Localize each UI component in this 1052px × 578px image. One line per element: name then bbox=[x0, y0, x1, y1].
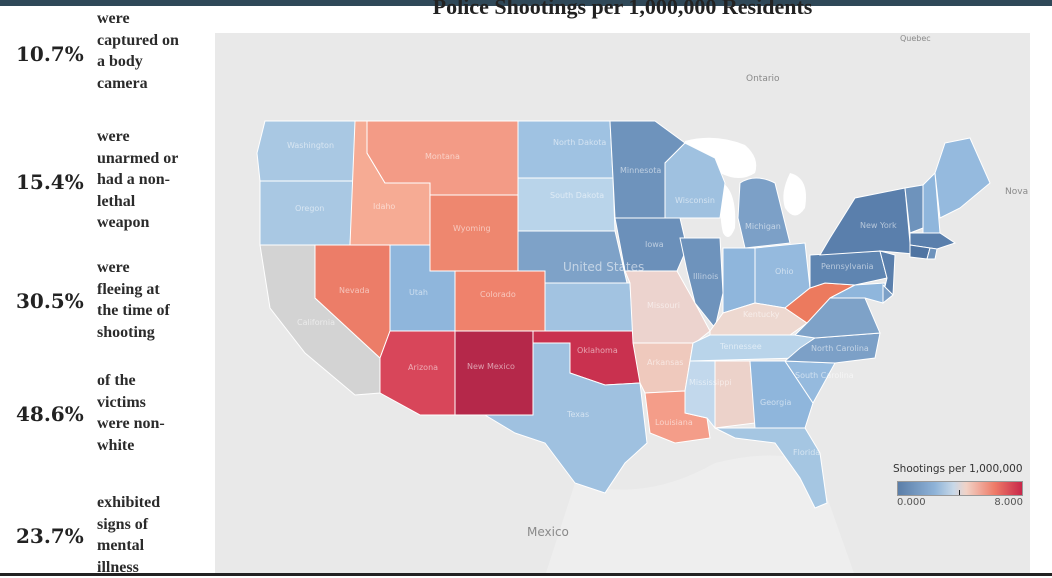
stat-description: exhibited signs of mental illness bbox=[97, 492, 215, 578]
stat-line: signs of bbox=[97, 514, 215, 536]
map-label-nova: Nova bbox=[1005, 187, 1028, 197]
state-label-mississippi: Mississippi bbox=[689, 378, 732, 387]
stat-line: had a non- bbox=[97, 169, 215, 191]
state-label-california: California bbox=[297, 318, 335, 327]
state-label-minnesota: Minnesota bbox=[620, 166, 661, 175]
state-label-nevada: Nevada bbox=[339, 286, 370, 295]
state-label-kentucky: Kentucky bbox=[743, 310, 780, 319]
map-label-quebec: Quebec bbox=[900, 34, 931, 43]
state-label-oregon: Oregon bbox=[295, 204, 324, 213]
state-label-washington: Washington bbox=[287, 141, 334, 150]
state-label-wisconsin: Wisconsin bbox=[675, 196, 715, 205]
state-label-south-carolina: South Carolina bbox=[795, 371, 854, 380]
state-label-georgia: Georgia bbox=[760, 398, 791, 407]
stat-percent: 15.4% bbox=[16, 170, 84, 194]
stat-line: victims bbox=[97, 392, 215, 414]
stat-line: unarmed or bbox=[97, 148, 215, 170]
legend-max-label: 8.000 bbox=[994, 497, 1023, 508]
state-label-florida: Florida bbox=[793, 448, 820, 457]
stat-line: mental bbox=[97, 535, 215, 557]
stat-line: shooting bbox=[97, 322, 215, 344]
stat-percent: 10.7% bbox=[16, 42, 84, 66]
state-label-arkansas: Arkansas bbox=[647, 358, 683, 367]
state-colorado[interactable] bbox=[455, 271, 545, 331]
state-label-idaho: Idaho bbox=[373, 202, 395, 211]
state-label-montana: Montana bbox=[425, 152, 460, 161]
stat-line: were bbox=[97, 8, 215, 30]
state-connecticut[interactable] bbox=[910, 245, 930, 259]
state-label-iowa: Iowa bbox=[645, 240, 664, 249]
state-alabama[interactable] bbox=[715, 361, 755, 428]
state-label-new-mexico: New Mexico bbox=[467, 362, 515, 371]
state-wyoming[interactable] bbox=[430, 195, 518, 271]
state-label-colorado: Colorado bbox=[480, 290, 516, 299]
map-title: Police Shootings per 1,000,000 Residents bbox=[215, 0, 1030, 20]
stat-description: of the victims were non- white bbox=[97, 370, 215, 456]
state-oregon[interactable] bbox=[260, 181, 355, 245]
state-washington[interactable] bbox=[257, 121, 355, 181]
stat-line: lethal bbox=[97, 191, 215, 213]
stat-line: fleeing at bbox=[97, 279, 215, 301]
stat-line: camera bbox=[97, 73, 215, 95]
stat-line: exhibited bbox=[97, 492, 215, 514]
map-label-mexico: Mexico bbox=[527, 525, 569, 539]
state-label-louisiana: Louisiana bbox=[655, 418, 693, 427]
state-label-oklahoma: Oklahoma bbox=[577, 346, 618, 355]
map-label-ontario: Ontario bbox=[746, 74, 780, 84]
state-label-ohio: Ohio bbox=[775, 267, 794, 276]
state-label-south-dakota: South Dakota bbox=[550, 191, 604, 200]
state-label-new-york: New York bbox=[860, 221, 897, 230]
state-label-utah: Utah bbox=[409, 288, 428, 297]
stat-line: weapon bbox=[97, 212, 215, 234]
stat-description: were unarmed or had a non- lethal weapon bbox=[97, 126, 215, 234]
stat-line: white bbox=[97, 435, 215, 457]
state-label-tennessee: Tennessee bbox=[719, 342, 762, 351]
stat-line: were bbox=[97, 257, 215, 279]
map-label-united-states: United States bbox=[563, 260, 644, 274]
stat-line: captured on bbox=[97, 30, 215, 52]
legend-min-label: 0.000 bbox=[897, 497, 926, 508]
state-new-mexico[interactable] bbox=[455, 331, 533, 415]
state-label-pennsylvania: Pennsylvania bbox=[821, 262, 874, 271]
stat-percent: 23.7% bbox=[16, 524, 84, 548]
state-label-texas: Texas bbox=[566, 410, 589, 419]
state-label-wyoming: Wyoming bbox=[453, 224, 491, 233]
stat-line: a body bbox=[97, 51, 215, 73]
state-indiana[interactable] bbox=[723, 248, 755, 313]
stat-percent: 30.5% bbox=[16, 289, 84, 313]
state-kansas[interactable] bbox=[545, 283, 633, 331]
legend-title: Shootings per 1,000,000 bbox=[893, 463, 1028, 475]
stat-line: were bbox=[97, 126, 215, 148]
stat-line: were non- bbox=[97, 413, 215, 435]
state-arkansas[interactable] bbox=[633, 343, 693, 393]
state-north-dakota[interactable] bbox=[518, 121, 613, 178]
stat-percent: 48.6% bbox=[16, 402, 84, 426]
state-label-michigan: Michigan bbox=[745, 222, 781, 231]
state-label-illinois: Illinois bbox=[693, 272, 718, 281]
color-legend: Shootings per 1,000,000 0.000 8.000 bbox=[893, 463, 1028, 511]
state-south-dakota[interactable] bbox=[518, 178, 615, 231]
legend-midpoint-tick bbox=[959, 490, 960, 495]
stats-panel: 10.7% were captured on a body camera 15.… bbox=[0, 0, 215, 576]
state-label-missouri: Missouri bbox=[647, 301, 680, 310]
stat-description: were captured on a body camera bbox=[97, 8, 215, 94]
state-label-north-dakota: North Dakota bbox=[553, 138, 606, 147]
stat-line: the time of bbox=[97, 300, 215, 322]
state-label-arizona: Arizona bbox=[408, 363, 438, 372]
stat-line: of the bbox=[97, 370, 215, 392]
state-label-north-carolina: North Carolina bbox=[811, 344, 869, 353]
legend-labels: 0.000 8.000 bbox=[893, 497, 1028, 511]
legend-gradient-bar bbox=[897, 481, 1023, 496]
stat-description: were fleeing at the time of shooting bbox=[97, 257, 215, 343]
